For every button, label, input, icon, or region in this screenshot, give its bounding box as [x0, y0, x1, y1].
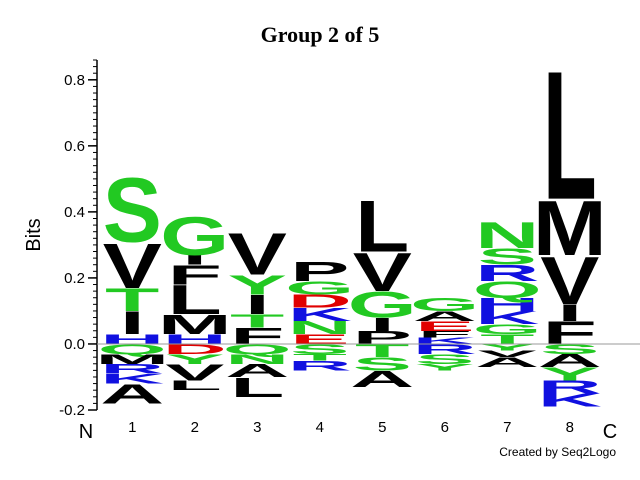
- logo-letter-q: Q: [98, 342, 167, 357]
- logo-letter-q: Q: [223, 342, 292, 357]
- logo-letter-i: I: [370, 314, 395, 335]
- logo-letter-m: M: [95, 352, 169, 367]
- logo-letter-y: Y: [228, 270, 287, 301]
- logo-letter-f: F: [168, 260, 222, 291]
- logo-letter-l: L: [168, 378, 222, 393]
- logo-letter-r: R: [413, 342, 477, 357]
- x-tick-label: 7: [503, 419, 511, 436]
- logo-letter-y: Y: [415, 362, 474, 372]
- logo-letter-l: L: [543, 33, 597, 238]
- logo-letter-a: A: [475, 355, 539, 370]
- logo-letter-d: D: [288, 291, 352, 312]
- y-tick-label: 0.8: [64, 72, 85, 89]
- logo-letter-g: G: [473, 322, 542, 337]
- logo-letter-p: P: [290, 256, 349, 287]
- logo-letter-g: G: [285, 278, 354, 299]
- logo-letter-a: A: [538, 350, 602, 371]
- logo-letter-m: M: [158, 309, 232, 340]
- y-tick-label: 0.2: [64, 270, 85, 287]
- logo-letter-y: Y: [478, 342, 537, 352]
- logo-letter-k: K: [288, 304, 352, 325]
- x-tick-label: 5: [378, 419, 386, 436]
- logo-letter-v: V: [228, 222, 287, 288]
- logo-letter-g: G: [410, 294, 479, 315]
- logo-letter-v: V: [478, 349, 537, 359]
- logo-letter-l: L: [168, 277, 222, 324]
- logo-letter-t: T: [355, 341, 409, 362]
- logo-letter-i: I: [557, 300, 582, 326]
- logo-letter-k: K: [538, 390, 602, 411]
- logo-letter-f: F: [418, 329, 472, 339]
- logo-letter-v: V: [353, 241, 412, 303]
- credit-text: Created by Seq2Logo: [499, 445, 616, 459]
- logo-letter-a: A: [350, 366, 414, 392]
- logo-letter-l: L: [230, 372, 284, 403]
- logo-letter-k: K: [413, 336, 477, 346]
- y-axis-label: Bits: [23, 218, 45, 251]
- logo-letter-h: H: [100, 332, 164, 347]
- logo-letter-a: A: [225, 360, 289, 381]
- x-axis: 1 2 3 4 5 6 7 8: [128, 419, 574, 436]
- logo-letter-v: V: [165, 359, 224, 385]
- y-axis: 0.8 0.6 0.4 0.2 0.0 -0.2: [59, 59, 98, 419]
- logo-letter-n: N: [475, 216, 539, 257]
- logo-letter-d: D: [163, 342, 227, 357]
- x-tick-label: 1: [128, 419, 136, 436]
- logo-letter-n: N: [288, 317, 352, 338]
- logo-letter-v: V: [540, 242, 599, 319]
- logo-letter-l: L: [355, 186, 409, 268]
- logo-letter-k: K: [475, 308, 539, 329]
- logo-letter-a: A: [100, 379, 164, 410]
- logo-letter-r: R: [288, 358, 352, 373]
- logo-letter-y: Y: [165, 352, 224, 367]
- x-tick-label: 2: [191, 419, 199, 436]
- y-tick-label: 0.6: [64, 138, 85, 155]
- y-tick-label: 0.4: [64, 204, 85, 221]
- c-terminus-label: C: [603, 421, 617, 443]
- logo-letter-r: R: [100, 362, 164, 377]
- n-terminus-label: N: [79, 421, 93, 443]
- x-tick-label: 8: [566, 419, 574, 436]
- logo-letter-r: R: [475, 260, 539, 286]
- x-tick-label: 6: [441, 419, 449, 436]
- logo-letter-n: N: [225, 352, 289, 367]
- logo-letter-s: S: [478, 244, 537, 270]
- logo-letter-r: R: [538, 377, 602, 398]
- x-tick-label: 4: [316, 419, 324, 436]
- logo-letter-t: T: [293, 352, 347, 362]
- logo-letter-i: I: [120, 306, 145, 342]
- logo-letter-g: G: [160, 205, 229, 267]
- logo-letter-y: Y: [540, 364, 599, 385]
- logo-letter-f: F: [543, 316, 597, 352]
- logo-letter-i: I: [182, 253, 207, 268]
- logo-letter-s: S: [540, 342, 599, 357]
- logo-letter-v: V: [103, 231, 163, 302]
- logo-letter-t: T: [480, 332, 535, 347]
- chart-title: Group 2 of 5: [261, 22, 380, 47]
- logo-letter-t: T: [105, 283, 159, 319]
- logo-letter-k: K: [100, 371, 164, 386]
- logo-letter-s: S: [290, 342, 349, 357]
- x-tick-label: 3: [253, 419, 261, 436]
- logo-letters: HITVSQMRKAHMLFIGDYVLFTIYVQNALENKDGPSTRPI…: [95, 33, 640, 411]
- logo-letter-e: E: [290, 332, 349, 347]
- logo-letter-t: T: [230, 311, 284, 332]
- logo-letter-p: P: [353, 327, 412, 348]
- logo-letter-h: H: [475, 294, 539, 315]
- logo-letter-a: A: [413, 309, 477, 324]
- y-tick-label: 0.0: [64, 336, 85, 353]
- logo-letter-e: E: [415, 319, 474, 334]
- logo-letter-g: G: [348, 285, 417, 326]
- logo-letter-s: S: [353, 354, 412, 375]
- logo-letter-s: S: [415, 352, 474, 367]
- y-tick-label: -0.2: [59, 402, 85, 419]
- logo-letter-i: I: [245, 290, 270, 321]
- logo-letter-h: H: [163, 332, 227, 347]
- logo-letter-s: S: [103, 159, 162, 262]
- logo-letter-m: M: [533, 184, 607, 272]
- logo-letter-q: Q: [473, 277, 542, 303]
- logo-letter-f: F: [230, 323, 284, 349]
